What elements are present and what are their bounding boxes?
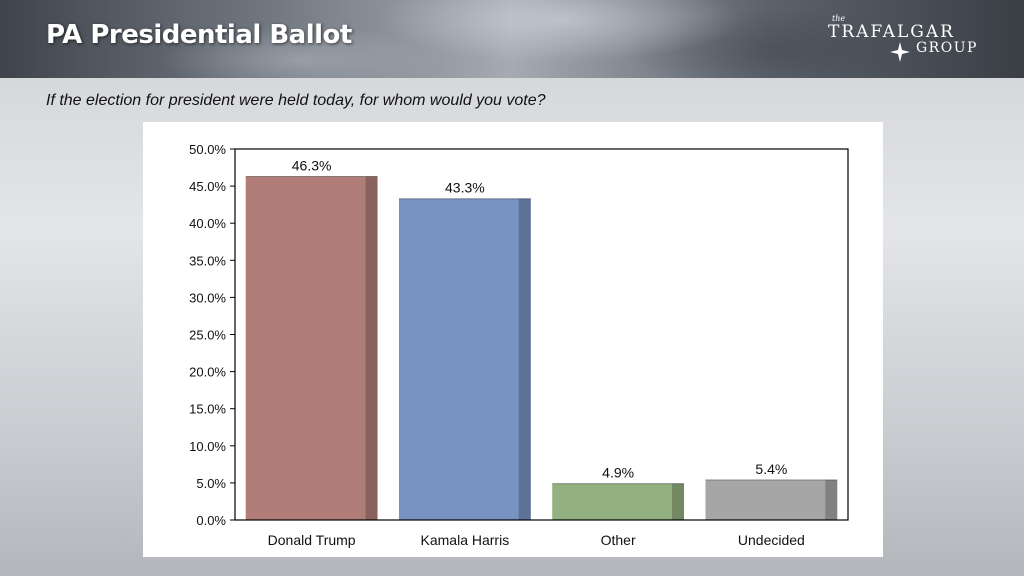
slide-title: PA Presidential Ballot <box>46 20 352 50</box>
data-label: 5.4% <box>755 461 787 477</box>
y-tick-label: 20.0% <box>189 365 226 380</box>
bar-chart: 0.0% 5.0% 10.0% 15.0% 20.0% 25.0% 30.0% 35.0% 40… <box>189 142 849 548</box>
survey-question: If the election for president were held … <box>46 92 546 109</box>
data-labels: 46.3% 43.3% 4.9% 5.4% <box>292 157 788 480</box>
y-tick-label: 10.0% <box>189 439 226 454</box>
bar-shade <box>672 483 685 520</box>
bar-shade <box>825 479 838 520</box>
data-label: 46.3% <box>292 157 332 173</box>
x-category-label: Kamala Harris <box>421 532 510 548</box>
y-tick-label: 25.0% <box>189 328 226 343</box>
y-tick-label: 30.0% <box>189 290 226 305</box>
bar-face <box>398 198 531 520</box>
bar-face <box>552 483 685 520</box>
header-banner: PA Presidential Ballot the TRAFALGAR GRO… <box>0 0 1024 78</box>
y-axis-ticks: 0.0% 5.0% 10.0% 15.0% 20.0% 25.0% 30.0% 35.0% 40… <box>189 142 235 528</box>
bars <box>245 175 838 521</box>
y-tick-label: 0.0% <box>196 513 226 528</box>
trafalgar-group-logo: the TRAFALGAR GROUP <box>828 14 978 66</box>
plot-frame <box>234 148 849 521</box>
y-tick-label: 50.0% <box>189 142 226 157</box>
y-tick-label: 45.0% <box>189 179 226 194</box>
bar-shade <box>365 176 378 521</box>
y-tick-label: 5.0% <box>196 476 226 491</box>
bar-other <box>552 483 685 520</box>
bar-face <box>245 176 378 521</box>
logo-text-line2: GROUP <box>916 40 978 56</box>
data-label: 4.9% <box>602 465 634 481</box>
bar-donald-trump <box>245 175 378 521</box>
chart-panel: 0.0% 5.0% 10.0% 15.0% 20.0% 25.0% 30.0% 35.0% 40… <box>143 122 883 557</box>
x-category-label: Donald Trump <box>268 532 356 548</box>
bar-face <box>705 479 838 520</box>
x-category-label: Undecided <box>738 532 805 548</box>
y-tick-label: 15.0% <box>189 402 226 417</box>
x-category-label: Other <box>601 532 636 548</box>
compass-star-icon <box>890 42 910 62</box>
category-labels: Donald Trump Kamala Harris Other Undecided <box>268 532 805 548</box>
bar-shade <box>518 198 531 520</box>
data-label: 43.3% <box>445 180 485 196</box>
logo-text-small: the <box>832 14 846 23</box>
bar-undecided <box>705 479 838 520</box>
y-tick-label: 40.0% <box>189 216 226 231</box>
logo-text-line1: TRAFALGAR <box>828 22 955 42</box>
bar-kamala-harris <box>398 198 531 520</box>
y-tick-label: 35.0% <box>189 253 226 268</box>
